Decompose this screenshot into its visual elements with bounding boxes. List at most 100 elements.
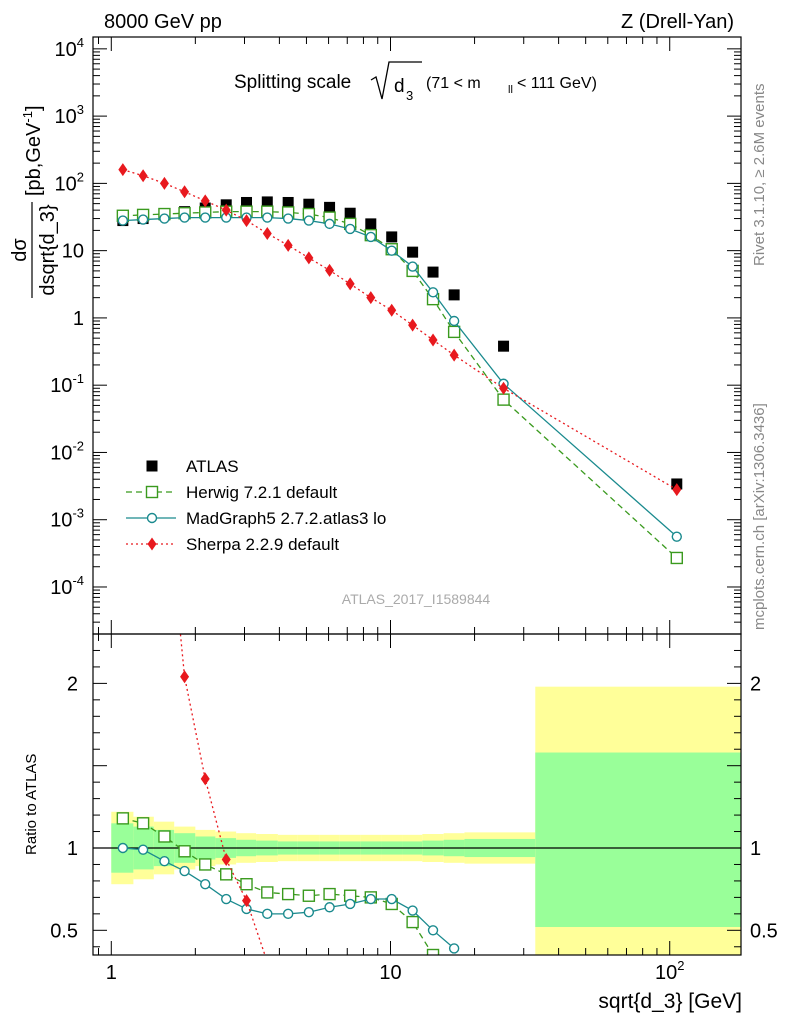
y-tick-label-1: 10-3 <box>50 506 84 532</box>
main-title-ll: ll <box>508 84 513 96</box>
ratio-point-0-5 <box>220 868 233 881</box>
legend-marker-0 <box>146 460 158 472</box>
main-point-2-4 <box>200 212 211 223</box>
main-title-sub: 3 <box>406 88 413 103</box>
main-point-2-8 <box>282 213 294 224</box>
ratio-point-1-5 <box>221 893 232 905</box>
main-axes: 10-4 10-3 10-2 10-1 1 10 102 103 104 <box>50 35 741 635</box>
ylabel-unit-end: ] <box>23 105 45 111</box>
main-point-1-16 <box>447 325 461 339</box>
ratio-y-tick-label-right-2: 2 <box>750 673 761 695</box>
legend-marker-1 <box>145 485 159 499</box>
main-series-0 <box>117 196 683 490</box>
main-point-1-18 <box>670 551 683 565</box>
main-title: Splitting scale d 3 (71 < m ll < 111 GeV… <box>234 61 597 103</box>
legend-label-0: ATLAS <box>186 457 239 476</box>
y-tick-label-0: 10-4 <box>50 573 84 599</box>
ratio-point-2-1 <box>200 772 210 786</box>
ratio-point-0-3 <box>178 845 191 858</box>
main-point-3-2 <box>159 176 169 190</box>
main-point-0-9 <box>303 198 315 210</box>
main-title-suffix: (71 < m <box>426 75 481 92</box>
y-tick-label-5: 10 <box>62 241 84 263</box>
main-series-line-1 <box>122 210 678 559</box>
main-point-0-12 <box>365 218 377 230</box>
main-point-0-7 <box>261 196 273 208</box>
ratio-series-2 <box>179 634 266 955</box>
ratio-y-tick-label-right-1: 1 <box>750 838 761 860</box>
main-point-3-1 <box>138 169 148 183</box>
ratio-point-2-0 <box>180 670 190 684</box>
ratio-series-line-2 <box>179 634 266 955</box>
legend-label-3: Sherpa 2.2.9 default <box>186 535 339 554</box>
y-tick-label-3: 10-1 <box>50 371 84 397</box>
ratio-panel: 1 10 102 0.5 0.5 1 1 2 2 <box>50 633 778 984</box>
ratio-point-0-15 <box>426 948 440 955</box>
ratio-point-1-7 <box>262 908 273 920</box>
main-point-2-11 <box>344 223 356 235</box>
ylabel-unit-text: [pb,GeV <box>23 122 45 196</box>
ratio-y-tick-label-left-0: 0.5 <box>50 920 78 942</box>
main-point-0-10 <box>324 201 336 213</box>
ylabel-denominator: dsqrt{d_3} <box>37 204 59 296</box>
main-title-end: < 111 GeV) <box>517 75 597 92</box>
main-point-0-16 <box>448 289 460 301</box>
main-point-3-5 <box>221 203 231 217</box>
ratio-y-tick-label-left-1: 1 <box>67 838 78 860</box>
y-tick-label-6: 102 <box>55 169 84 195</box>
y-tick-label-2: 10-2 <box>50 438 84 464</box>
rivet-label: Rivet 3.1.10, ≥ 2.6M events <box>751 84 768 267</box>
ratio-marks <box>116 634 460 955</box>
ratio-point-2-2 <box>221 853 231 867</box>
main-point-3-4 <box>200 194 210 208</box>
ratio-ylabel: Ratio to ATLAS <box>23 754 40 855</box>
main-point-2-12 <box>365 231 376 243</box>
ratio-point-1-0 <box>117 842 129 854</box>
ratio-point-0-10 <box>323 887 336 901</box>
legend: ATLAS Herwig 7.2.1 default MadGraph5 2.7.2… <box>126 457 386 554</box>
ratio-point-1-16 <box>448 943 460 954</box>
mcplots-label: mcplots.cern.ch [arXiv:1306.3436] <box>751 403 768 630</box>
analysis-watermark: ATLAS_2017_I1589844 <box>342 591 491 607</box>
main-point-2-16 <box>448 315 460 327</box>
ratio-point-1-4 <box>200 879 211 890</box>
main-point-3-17 <box>499 381 509 395</box>
main-point-3-9 <box>304 251 314 265</box>
ratio-point-1-10 <box>324 902 335 913</box>
main-series-3 <box>118 163 682 497</box>
main-point-3-11 <box>345 277 355 291</box>
main-point-2-10 <box>324 218 335 230</box>
legend-entry-2: MadGraph5 2.7.2.atlas3 lo <box>126 509 386 528</box>
ratio-y-tick-label-left-2: 2 <box>67 673 78 695</box>
header-left: 8000 GeV pp <box>104 11 222 33</box>
ylabel-unit-exp: -1 <box>20 111 35 123</box>
main-series-2 <box>117 212 682 542</box>
main-point-3-13 <box>387 303 397 317</box>
main-point-0-17 <box>498 340 510 352</box>
ylabel-unit: [pb,GeV-1] <box>20 105 45 196</box>
ratio-point-0-9 <box>302 889 316 902</box>
band-inner-18 <box>535 752 741 928</box>
main-point-3-8 <box>283 238 293 252</box>
main-point-2-7 <box>262 212 273 223</box>
main-point-3-18 <box>672 483 682 497</box>
ratio-point-1-8 <box>282 908 294 920</box>
ratio-point-1-11 <box>344 898 356 910</box>
main-point-3-3 <box>180 185 190 199</box>
ratio-point-1-14 <box>407 905 418 916</box>
main-point-0-14 <box>407 246 419 258</box>
ratio-point-1-15 <box>427 925 439 936</box>
main-point-3-12 <box>366 291 376 305</box>
main-point-1-17 <box>497 393 510 406</box>
main-marks <box>116 163 683 565</box>
ylabel-numerator: dσ <box>9 238 31 262</box>
main-point-3-15 <box>428 333 438 347</box>
xlabel: sqrt{d_3} [GeV] <box>598 990 742 1013</box>
y-tick-label-4: 1 <box>73 308 84 330</box>
main-point-0-8 <box>282 196 294 208</box>
ratio-point-0-4 <box>199 858 212 871</box>
ratio-bands <box>111 686 741 955</box>
ratio-axes: 1 10 102 0.5 0.5 1 1 2 2 <box>50 634 778 984</box>
sqrt-symbol <box>370 61 422 100</box>
